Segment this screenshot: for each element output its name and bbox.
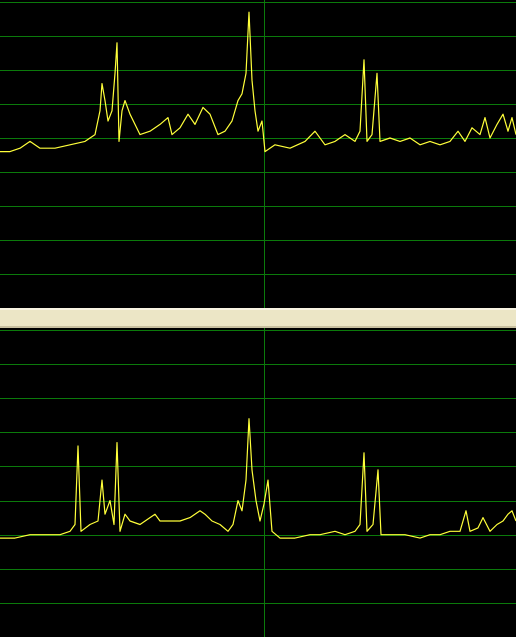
spectrum-panel <box>0 328 516 637</box>
spectrum-trace <box>0 11 516 153</box>
spectrum-trace <box>0 418 516 539</box>
spectrum-panel <box>0 0 516 308</box>
splitter-bar[interactable] <box>0 308 516 328</box>
